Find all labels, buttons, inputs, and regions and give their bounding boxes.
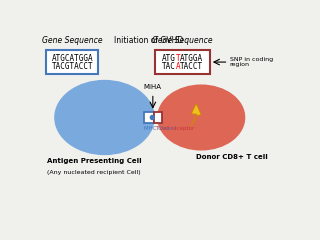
Text: TACGTACCT: TACGTACCT bbox=[52, 62, 93, 72]
Text: TACCT: TACCT bbox=[180, 62, 204, 72]
Polygon shape bbox=[191, 104, 201, 126]
Circle shape bbox=[158, 85, 244, 150]
Text: SNP in coding
region: SNP in coding region bbox=[230, 57, 273, 67]
Text: T cell receptor: T cell receptor bbox=[155, 126, 195, 131]
FancyBboxPatch shape bbox=[144, 112, 154, 123]
Text: Antigen Presenting Cell: Antigen Presenting Cell bbox=[47, 158, 142, 164]
Text: Gene Sequence: Gene Sequence bbox=[152, 36, 213, 45]
Ellipse shape bbox=[150, 115, 154, 120]
Text: ATGGA: ATGGA bbox=[180, 54, 204, 63]
Circle shape bbox=[55, 81, 154, 155]
Text: A: A bbox=[176, 62, 180, 72]
FancyBboxPatch shape bbox=[154, 112, 162, 123]
Text: TAC: TAC bbox=[162, 62, 176, 72]
Text: T: T bbox=[176, 54, 180, 63]
Text: ATG: ATG bbox=[162, 54, 176, 63]
Text: Donor CD8+ T cell: Donor CD8+ T cell bbox=[196, 154, 268, 160]
Text: (Any nucleated recipient Cell): (Any nucleated recipient Cell) bbox=[47, 170, 141, 175]
Text: Initiation of GVHD: Initiation of GVHD bbox=[115, 36, 184, 45]
FancyBboxPatch shape bbox=[46, 50, 98, 74]
Text: Gene Sequence: Gene Sequence bbox=[42, 36, 102, 45]
Text: ATGCATGGA: ATGCATGGA bbox=[52, 54, 93, 63]
Text: MHC Class I: MHC Class I bbox=[144, 126, 176, 131]
FancyBboxPatch shape bbox=[155, 50, 210, 74]
Text: MiHA: MiHA bbox=[144, 84, 162, 90]
